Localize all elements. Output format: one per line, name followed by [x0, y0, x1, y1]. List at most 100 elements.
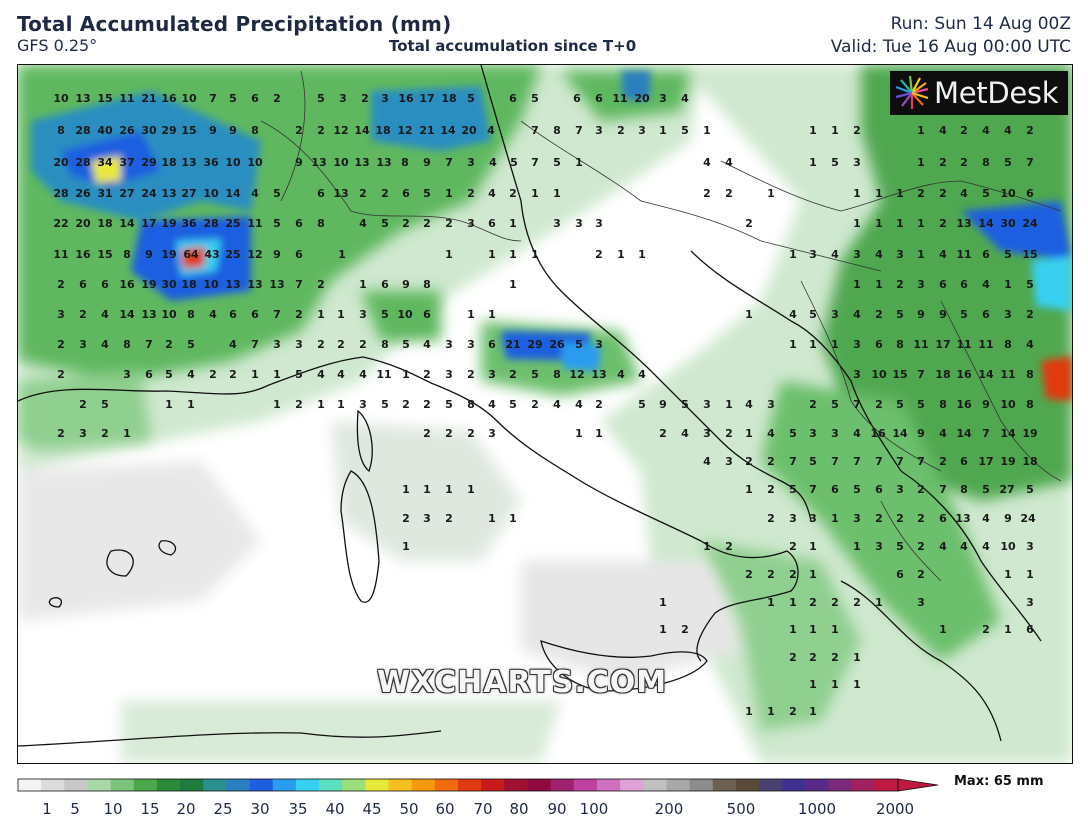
precip-value-label: 17 — [419, 92, 434, 105]
precip-value-label: 36 — [203, 156, 219, 169]
precip-value-label: 2 — [853, 124, 861, 137]
precip-value-label: 24 — [1022, 217, 1038, 230]
precip-value-label: 30 — [1000, 217, 1016, 230]
precip-value-label: 2 — [467, 368, 475, 381]
precip-value-label: 2 — [359, 338, 367, 351]
precip-value-label: 7 — [531, 124, 539, 137]
precip-value-label: 13 — [376, 156, 391, 169]
precip-value-label: 2 — [467, 427, 475, 440]
colorbar-cell — [874, 779, 899, 791]
precip-value-label: 7 — [809, 483, 817, 496]
precip-value-label: 7 — [531, 156, 539, 169]
precip-value-label: 1 — [509, 278, 517, 291]
precip-value-label: 2 — [317, 124, 325, 137]
precip-value-label: 8 — [1026, 398, 1034, 411]
precip-value-label: 14 — [225, 187, 241, 200]
precip-value-label: 1 — [467, 483, 475, 496]
precip-value-label: 2 — [960, 124, 968, 137]
precip-value-label: 7 — [917, 455, 925, 468]
precip-value-label: 16 — [161, 92, 177, 105]
precip-value-label: 2 — [767, 512, 775, 525]
precip-value-label: 2 — [917, 568, 925, 581]
precip-value-label: 2 — [917, 187, 925, 200]
precip-value-label: 1 — [165, 398, 173, 411]
precip-value-label: 4 — [187, 368, 195, 381]
precip-value-label: 2 — [875, 512, 883, 525]
precip-value-label: 10 — [53, 92, 69, 105]
precip-value-label: 22 — [53, 217, 68, 230]
precip-value-label: 5 — [531, 368, 539, 381]
precip-value-label: 5 — [982, 187, 990, 200]
precip-value-label: 1 — [445, 248, 453, 261]
precip-value-label: 1 — [853, 217, 861, 230]
colorbar-tick-label: 50 — [399, 800, 418, 818]
precip-value-label: 5 — [445, 398, 453, 411]
precip-value-label: 20 — [461, 124, 477, 137]
precip-value-label: 2 — [939, 156, 947, 169]
precip-value-label: 1 — [553, 187, 561, 200]
precip-value-label: 6 — [295, 248, 303, 261]
colorbar-tick-label: 2000 — [876, 800, 914, 818]
precip-value-label: 3 — [703, 427, 711, 440]
precip-value-label: 6 — [229, 308, 237, 321]
precip-value-label: 7 — [789, 455, 797, 468]
precip-value-label: 3 — [595, 124, 603, 137]
precip-value-label: 7 — [209, 92, 217, 105]
precip-value-label: 2 — [725, 427, 733, 440]
metdesk-burst-icon — [895, 75, 929, 109]
precip-value-label: 7 — [982, 427, 990, 440]
precip-value-label: 21 — [141, 92, 156, 105]
precip-value-label: 2 — [79, 398, 87, 411]
precip-value-label: 2 — [681, 623, 689, 636]
precip-value-label: 4 — [875, 248, 883, 261]
precip-value-label: 10 — [181, 92, 197, 105]
precip-value-label: 1 — [789, 596, 797, 609]
precip-value-label: 29 — [161, 124, 176, 137]
precip-value-label: 14 — [440, 124, 456, 137]
precip-value-label: 13 — [354, 156, 369, 169]
precip-value-label: 1 — [831, 623, 839, 636]
precip-value-label: 15 — [181, 124, 196, 137]
precip-value-label: 13 — [333, 187, 348, 200]
precip-value-label: 6 — [402, 187, 410, 200]
colorbar-cell — [620, 779, 644, 791]
precip-value-label: 9 — [209, 124, 217, 137]
precip-value-label: 7 — [853, 398, 861, 411]
precip-value-label: 3 — [445, 368, 453, 381]
precip-value-label: 2 — [831, 651, 839, 664]
precip-value-label: 3 — [896, 483, 904, 496]
precip-value-label: 16 — [870, 427, 886, 440]
precip-value-label: 26 — [549, 338, 565, 351]
precip-value-label: 5 — [509, 398, 517, 411]
precip-value-label: 6 — [509, 92, 517, 105]
precip-value-label: 5 — [1004, 156, 1012, 169]
chart-title: Total Accumulated Precipitation (mm) — [17, 12, 452, 36]
precip-value-label: 5 — [553, 156, 561, 169]
precip-value-label: 6 — [939, 278, 947, 291]
precip-value-label: 1 — [875, 278, 883, 291]
precip-value-label: 1 — [575, 427, 583, 440]
colorbar-tick-label: 5 — [70, 800, 80, 818]
precip-value-label: 6 — [982, 248, 990, 261]
precip-value-label: 4 — [1026, 338, 1034, 351]
precip-value-label: 4 — [767, 427, 775, 440]
precip-value-label: 1 — [789, 248, 797, 261]
precip-value-label: 2 — [767, 568, 775, 581]
precip-value-label: 1 — [509, 248, 517, 261]
precip-value-label: 2 — [57, 278, 65, 291]
precip-value-label: 4 — [960, 540, 968, 553]
precip-value-label: 11 — [956, 338, 971, 351]
colorbar-overflow-arrow — [897, 778, 939, 792]
precip-value-label: 3 — [575, 217, 583, 230]
precip-value-label: 2 — [595, 398, 603, 411]
colorbar-cell — [388, 779, 413, 791]
precip-value-label: 4 — [553, 398, 561, 411]
precip-field-heavy — [31, 71, 1072, 401]
precip-value-label: 6 — [381, 278, 389, 291]
precip-value-label: 14 — [892, 427, 908, 440]
precip-value-label: 1 — [659, 596, 667, 609]
precip-value-label: 8 — [401, 156, 409, 169]
colorbar-cell — [87, 779, 112, 791]
precip-value-label: 1 — [402, 540, 410, 553]
precip-value-label: 4 — [789, 308, 797, 321]
